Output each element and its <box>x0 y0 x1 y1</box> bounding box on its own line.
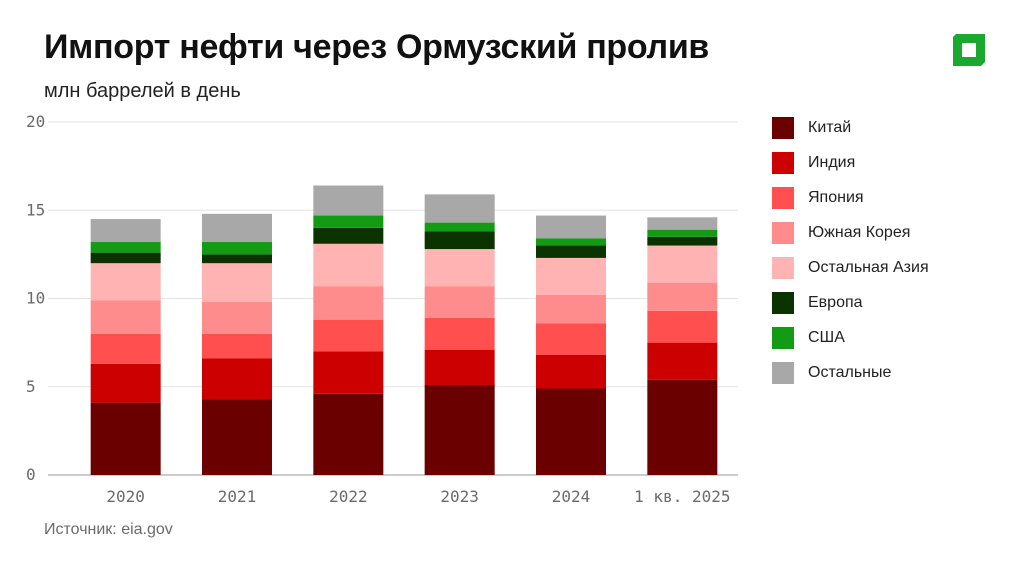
bar-segment <box>90 333 161 364</box>
x-tick-label: 2022 <box>329 487 368 506</box>
legend-swatch <box>772 361 794 384</box>
bar-segment <box>536 215 606 239</box>
legend-item: Япония <box>772 180 929 215</box>
legend-item: Остальные <box>772 355 929 390</box>
bar-segment <box>90 363 161 403</box>
legend-swatch <box>772 186 794 209</box>
legend-item: Индия <box>772 145 929 180</box>
legend-swatch <box>772 256 794 279</box>
bar-segment <box>424 231 495 250</box>
y-tick-label: 5 <box>26 377 36 396</box>
bar-segment <box>647 229 718 237</box>
bar-segment <box>313 319 384 352</box>
legend-swatch <box>772 221 794 244</box>
legend-label: Китай <box>808 118 852 136</box>
bar-segment <box>313 227 384 244</box>
bar-segment <box>202 333 272 359</box>
legend-label: Индия <box>808 153 856 171</box>
bar-segment <box>536 257 606 295</box>
bar-segment <box>536 238 606 246</box>
bar-segment <box>647 310 718 343</box>
x-tick-label: 2023 <box>440 487 479 506</box>
bar-segment <box>647 379 718 475</box>
bar-segment <box>424 194 495 223</box>
bar-segment <box>313 243 384 287</box>
legend-item: Южная Корея <box>772 215 929 250</box>
bar-segment <box>202 254 272 264</box>
legend-label: США <box>808 328 845 346</box>
bar-segment <box>202 302 272 334</box>
legend-label: Остальная Азия <box>808 258 929 276</box>
bar-segment <box>313 351 384 394</box>
bar-segment <box>90 402 161 475</box>
x-tick-label: 1 кв. 2025 <box>634 487 730 506</box>
bar-segment <box>202 399 272 475</box>
bar-segment <box>536 245 606 258</box>
x-tick-label: 2020 <box>106 487 145 506</box>
bar-segment <box>647 217 718 230</box>
bar-segment <box>90 242 161 253</box>
bar-segment <box>313 393 384 475</box>
bar-segment <box>313 215 384 228</box>
brand-logo-icon <box>953 34 985 66</box>
y-tick-label: 15 <box>26 200 45 219</box>
chart-subtitle: млн баррелей в день <box>44 80 241 102</box>
legend-item: Остальная Азия <box>772 250 929 285</box>
bar-segment <box>90 219 161 243</box>
bar-segment <box>424 286 495 318</box>
legend-label: Остальные <box>808 363 892 381</box>
legend-item: США <box>772 320 929 355</box>
bar-segment <box>536 388 606 475</box>
legend-label: Япония <box>808 188 864 206</box>
bar-segment <box>90 263 161 301</box>
bar-segment <box>202 358 272 400</box>
x-tick-label: 2024 <box>552 487 591 506</box>
bar-segment <box>202 242 272 255</box>
y-tick-label: 10 <box>26 289 45 308</box>
bar-segment <box>424 349 495 385</box>
bar-segment <box>647 342 718 380</box>
y-tick-label: 0 <box>26 465 36 484</box>
legend-swatch <box>772 291 794 314</box>
bar-segment <box>90 300 161 334</box>
bar-segment <box>536 354 606 389</box>
bar-segment <box>647 236 718 246</box>
legend-swatch <box>772 151 794 174</box>
x-tick-label: 2021 <box>218 487 257 506</box>
legend-item: Европа <box>772 285 929 320</box>
source-note: Источник: eia.gov <box>44 521 173 538</box>
legend-swatch <box>772 116 794 139</box>
bar-segment <box>536 323 606 355</box>
bar-segment <box>647 245 718 283</box>
bar-segment <box>202 213 272 243</box>
y-tick-label: 20 <box>26 112 45 131</box>
legend-label: Европа <box>808 293 863 311</box>
legend-item: Китай <box>772 110 929 145</box>
bar-segment <box>90 252 161 264</box>
bar-segment <box>424 222 495 232</box>
chart-title: Импорт нефти через Ормузский пролив <box>44 28 710 66</box>
bar-segment <box>202 263 272 303</box>
bar-segment <box>536 294 606 324</box>
chart-legend: Китай Индия Япония Южная Корея Остальная Ази… <box>772 110 929 390</box>
legend-label: Южная Корея <box>808 223 911 241</box>
bar-segment <box>647 282 718 311</box>
bar-segment <box>313 185 384 216</box>
bar-segment <box>424 317 495 350</box>
bar-segment <box>313 286 384 320</box>
legend-swatch <box>772 326 794 349</box>
bar-segment <box>424 249 495 287</box>
bar-segment <box>424 384 495 475</box>
